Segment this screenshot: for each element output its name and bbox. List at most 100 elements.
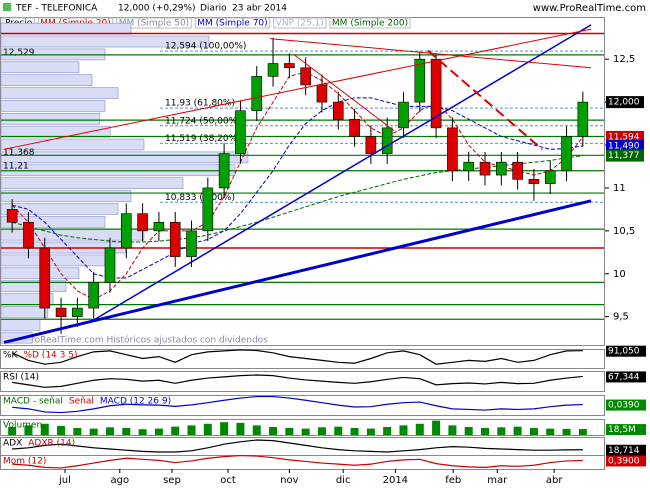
volume-bar <box>415 423 424 435</box>
x-tick-label: abr <box>546 475 563 486</box>
candle-body <box>544 170 556 184</box>
volume-bar <box>334 426 343 435</box>
volume-profile-bar <box>0 138 145 151</box>
volume-bar <box>546 428 555 435</box>
volume-bar <box>383 427 392 435</box>
volume-profile-bar <box>0 203 119 215</box>
indicator-label: Volumen <box>3 421 42 431</box>
indicator-label: MACD (12 26 9) <box>100 397 171 407</box>
fibonacci-label: 11,724 (50,00%) <box>165 116 241 126</box>
candle-body <box>267 63 279 77</box>
legend-entry: MM (Simple 200) <box>332 19 408 29</box>
legend-box <box>194 17 271 29</box>
volume-profile-bar <box>0 125 111 138</box>
legend-entry: MM (Simple 70) <box>197 19 267 29</box>
indicator-panel <box>0 437 605 456</box>
indicator-label: ADXR (14) <box>28 439 75 449</box>
volume-bar <box>187 425 196 435</box>
volume-bar <box>350 427 359 435</box>
candle-body <box>300 67 311 86</box>
volume-profile-bar <box>0 177 184 189</box>
candle-body <box>447 127 458 172</box>
candle-body <box>479 161 491 176</box>
volume-bar <box>105 427 114 435</box>
legend-entry: MM (Simple 50) <box>119 19 189 29</box>
candle-body <box>284 63 295 69</box>
volume-bar <box>122 427 131 435</box>
profile-label: 11,21 <box>3 161 29 171</box>
fibonacci-label: 11,519 (38,20%) <box>165 134 241 144</box>
volume-bar <box>513 426 522 435</box>
volume-profile-bar <box>0 87 119 99</box>
candle-body <box>332 101 344 120</box>
volume-bar <box>252 425 261 435</box>
y-tick-label: 10,5 <box>613 226 635 237</box>
indicator-label: Mom (12) <box>3 457 46 467</box>
volume-bar <box>236 422 245 435</box>
candle-body <box>186 230 197 257</box>
x-tick-label: jul <box>58 475 71 486</box>
indicator-label: RSI (14) <box>3 373 39 383</box>
volume-bar <box>154 428 163 435</box>
y-tick-label: 10 <box>613 269 626 280</box>
price-marker-label: 11,594 <box>608 132 640 142</box>
date: 23 abr 2014 <box>232 4 287 14</box>
candle-body <box>202 187 214 232</box>
volume-bar <box>529 427 538 435</box>
source: www.ProRealTime.com <box>533 3 646 14</box>
candle-body <box>169 221 181 257</box>
quote: 12,000 (+0,29%) <box>118 4 196 14</box>
price-marker <box>606 96 644 109</box>
candle-body <box>88 282 99 309</box>
volume-bar <box>497 427 506 435</box>
price-marker <box>606 149 644 162</box>
candle-body <box>235 110 246 154</box>
candle-body <box>55 307 67 317</box>
indicator-panel <box>0 455 605 470</box>
y-tick-label: 9,5 <box>613 312 629 323</box>
x-tick-label: feb <box>445 475 461 486</box>
volume-profile-bar <box>0 331 33 344</box>
volume-bar <box>220 422 229 435</box>
indicator-panel <box>0 371 605 392</box>
candle-body <box>496 161 507 176</box>
volume-bar <box>24 425 33 435</box>
indicator-value-box <box>606 399 646 411</box>
volume-bar <box>8 427 17 435</box>
candle-body <box>153 221 165 232</box>
volume-bar <box>301 428 310 435</box>
candle-body <box>39 247 51 309</box>
icon <box>3 3 11 11</box>
volume-profile-bar <box>0 306 49 318</box>
price-marker <box>606 139 644 152</box>
volume-profile-bar <box>0 112 101 125</box>
candle-body <box>463 161 475 172</box>
trendline <box>3 28 592 150</box>
candle-body <box>137 213 148 232</box>
volume-bar <box>57 426 66 435</box>
candle-body <box>120 213 132 249</box>
candle-body <box>528 179 540 184</box>
fibonacci-label: 11,93 (61,80%) <box>165 99 235 109</box>
candle-body <box>561 136 572 172</box>
volume-profile-bar <box>0 74 93 86</box>
y-tick-label: 11 <box>613 183 626 194</box>
volume-profile-bar <box>0 22 132 35</box>
indicator-value: 18,5M <box>608 425 636 435</box>
legend-box <box>329 17 411 29</box>
indicator-panel <box>0 349 605 369</box>
fibonacci-label: 10,833 (0,00%) <box>165 193 235 203</box>
volume-profile-bar <box>0 190 132 202</box>
indicator-label: Señal <box>69 397 94 407</box>
volume-bar <box>40 423 49 435</box>
candle-body <box>398 101 409 129</box>
volume-profile-bar <box>0 318 41 331</box>
trendline <box>293 54 395 131</box>
volume-bar <box>432 420 441 435</box>
candle-body <box>72 307 83 317</box>
volume-bar <box>269 427 278 435</box>
indicator-line <box>11 349 583 365</box>
volume-profile-bar <box>0 61 80 74</box>
